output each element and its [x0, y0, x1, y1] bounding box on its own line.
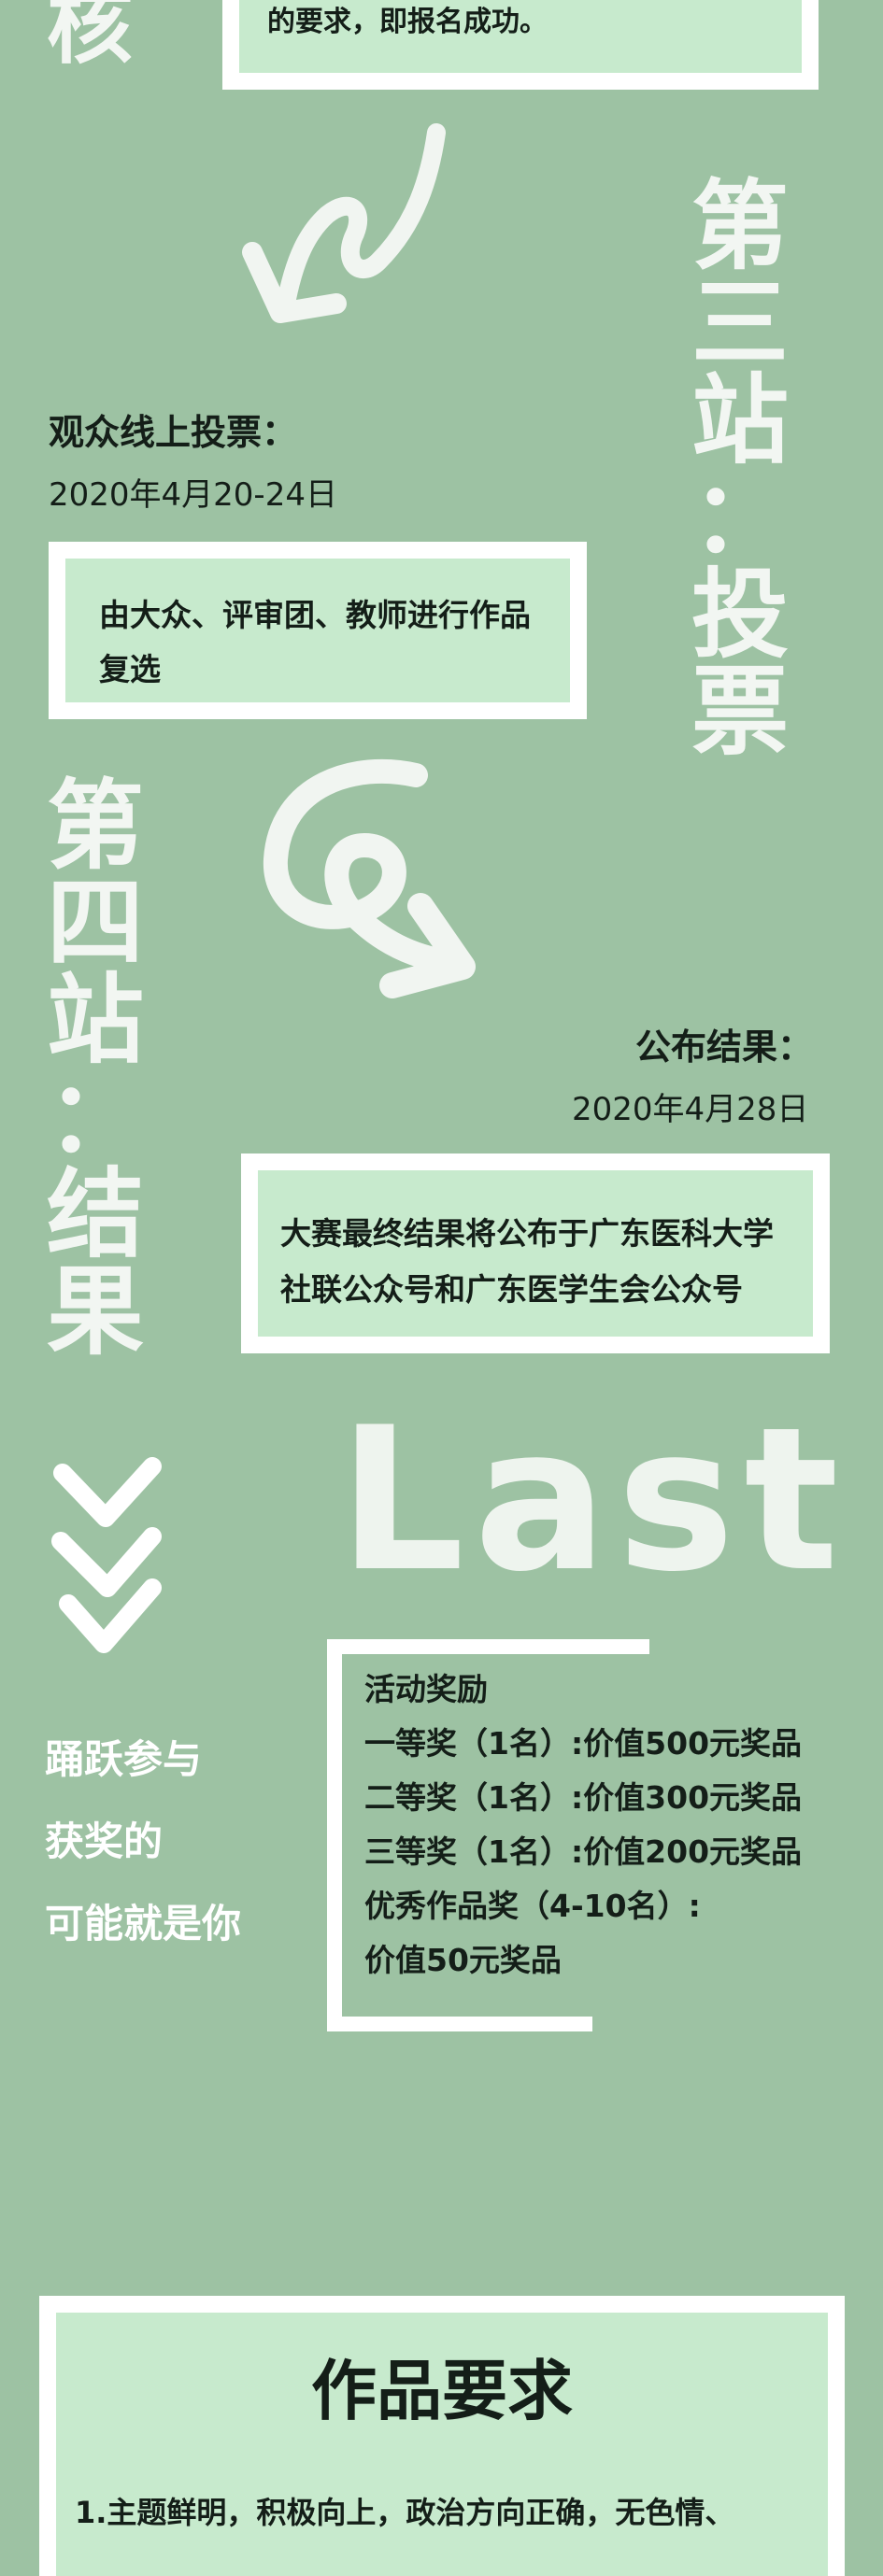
award-item: 三等奖（1名）:价值200元奖品	[364, 1833, 803, 1870]
slogan-line-2: 获奖的	[45, 1819, 164, 1864]
award-item: 一等奖（1名）:价值500元奖品	[364, 1725, 803, 1762]
station4-title-char-2: 四	[47, 866, 145, 980]
awards-list: 活动奖励 一等奖（1名）:价值500元奖品 二等奖（1名）:价值300元奖品 三…	[364, 1663, 802, 1988]
last-big-word: Last	[338, 1384, 848, 1615]
awards-frame-left	[327, 1639, 342, 2031]
awards-frame-top	[327, 1639, 649, 1654]
station2-box: 的要求，即报名成功。	[222, 0, 819, 90]
slogan: 踊跃参与 获奖的 可能就是你	[45, 1719, 241, 1965]
station3-title-char-4: ：	[691, 460, 790, 574]
requirements-panel: 作品要求 1.主题鲜明，积极向上，政治方向正确，无色情、	[39, 2296, 845, 2576]
station3-heading: 观众线上投票：	[49, 412, 298, 453]
awards-title: 活动奖励	[364, 1671, 488, 1707]
awards-frame-bottom	[327, 2017, 592, 2031]
slogan-line-3: 可能就是你	[45, 1901, 242, 1946]
station4-title-char-4: ：	[47, 1060, 145, 1174]
slogan-line-1: 踊跃参与	[45, 1736, 203, 1782]
station2-box-inner: 的要求，即报名成功。	[239, 0, 802, 73]
station2-title-char: 核	[47, 0, 134, 76]
station4-box: 大赛最终结果将公布于广东医科大学社联公众号和广东医学生会公众号	[241, 1154, 830, 1353]
requirements-first-line: 1.主题鲜明，积极向上，政治方向正确，无色情、	[75, 2495, 735, 2530]
station4-title-char-3: 站	[47, 963, 145, 1077]
station4-heading: 公布结果：	[635, 1026, 814, 1068]
station4-date: 2020年4月28日	[572, 1091, 809, 1128]
station3-date: 2020年4月20-24日	[49, 476, 337, 514]
chevrons-down-icon	[51, 1452, 173, 1667]
station4-box-text: 大赛最终结果将公布于广东医科大学社联公众号和广东医学生会公众号	[280, 1215, 774, 1308]
station3-box-text: 由大众、评审团、教师进行作品复选	[99, 597, 531, 687]
award-item: 优秀作品奖（4-10名）:	[364, 1888, 701, 1924]
station3-box: 由大众、评审团、教师进行作品复选	[49, 542, 587, 719]
station2-box-text: 的要求，即报名成功。	[267, 6, 548, 38]
station2-title-fragment: 核	[47, 0, 133, 69]
station3-title-char-6: 票	[691, 655, 790, 769]
station4-title-char-5: 结	[47, 1157, 145, 1271]
station3-title-char-2: 三	[691, 266, 790, 380]
arrow-down-left-icon	[238, 121, 453, 336]
station3-title: 第 三 站 ： 投 票	[691, 177, 789, 760]
award-item: 二等奖（1名）:价值300元奖品	[364, 1779, 803, 1816]
arrow-loop-down-right-icon	[252, 757, 486, 1009]
station3-title-char-1: 第	[691, 169, 790, 283]
station3-title-char-5: 投	[691, 558, 790, 672]
award-item: 价值50元奖品	[364, 1942, 562, 1978]
station4-title-char-6: 果	[47, 1254, 145, 1368]
station3-title-char-3: 站	[691, 363, 790, 477]
requirements-title: 作品要求	[311, 2353, 573, 2429]
station4-title-char-1: 第	[47, 769, 145, 883]
station4-title: 第 四 站 ： 结 果	[47, 777, 144, 1360]
